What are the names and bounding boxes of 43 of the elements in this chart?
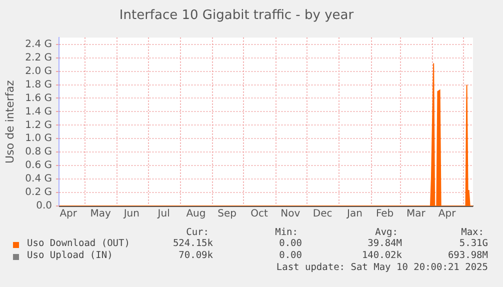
x-tick-label: Apr: [438, 208, 457, 220]
x-tick-label: Jul: [156, 208, 170, 220]
text: Cur:: [186, 227, 209, 238]
text: 140.02k: [362, 250, 402, 261]
x-tick-label: Oct: [250, 208, 268, 220]
text: 70.09k: [178, 250, 213, 261]
x-tick-label: Apr: [60, 208, 78, 220]
text: Max:: [461, 227, 484, 238]
text: 0.00: [279, 238, 302, 249]
y-tick-label: 1.0 G: [25, 133, 52, 144]
text: 0.00: [279, 250, 302, 261]
y-tick-label: 0.6 G: [25, 160, 52, 172]
legend-label: Uso Download (OUT): [27, 238, 130, 249]
text: Avg:: [375, 227, 398, 238]
y-axis-title: Uso de interfaz: [3, 80, 16, 164]
x-tick-label: Aug: [186, 208, 206, 220]
x-tick-label: May: [90, 208, 111, 220]
legend-label: Uso Upload (IN): [27, 250, 113, 261]
y-tick-label: 1.6 G: [25, 92, 52, 104]
x-tick-label: Jan: [346, 208, 362, 220]
text: 39.84M: [368, 238, 402, 249]
text: 693.98M: [448, 250, 488, 261]
y-tick-label: 0.0: [36, 200, 52, 212]
x-tick-label: Feb: [376, 208, 394, 220]
x-tick-label: Sep: [218, 208, 237, 220]
chart-title: Interface 10 Gigabit traffic - by year: [119, 8, 354, 24]
text: Min:: [275, 227, 298, 238]
x-tick-label: Mar: [406, 208, 426, 220]
y-tick-label: 0.2 G: [25, 187, 52, 198]
y-tick-label: 2.2 G: [25, 52, 52, 64]
text: Last update: Sat May 10 20:00:21 2025: [276, 262, 488, 273]
y-tick-label: 1.8 G: [25, 79, 52, 90]
y-tick-label: 2.4 G: [25, 38, 52, 50]
y-tick-label: 0.8 G: [25, 146, 52, 158]
x-tick-label: Dec: [312, 208, 332, 220]
y-tick-label: 0.4 G: [25, 174, 52, 185]
x-tick-label: Jun: [122, 208, 140, 220]
y-tick-label: 2.0 G: [25, 66, 52, 77]
x-tick-label: Nov: [280, 208, 300, 220]
y-tick-label: 1.4 G: [25, 106, 52, 118]
text: 5.31G: [459, 238, 488, 249]
y-tick-label: 1.2 G: [25, 120, 52, 131]
text: 524.15k: [172, 238, 213, 249]
